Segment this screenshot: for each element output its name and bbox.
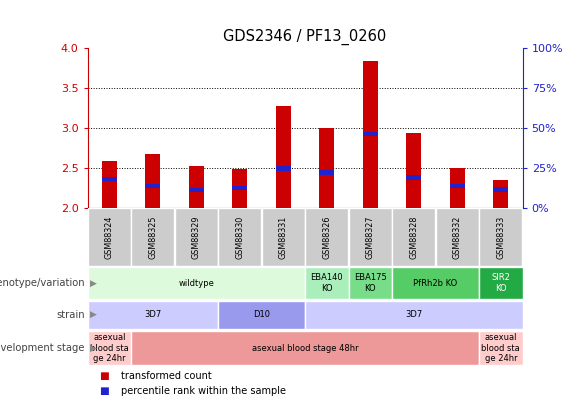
Bar [363, 132, 378, 136]
Text: GSM88326: GSM88326 [323, 215, 331, 259]
Text: ▶: ▶ [90, 310, 97, 320]
Bar [392, 208, 436, 266]
Bar [305, 208, 349, 266]
Text: GSM88329: GSM88329 [192, 215, 201, 259]
Text: transformed count: transformed count [121, 371, 212, 381]
Bar [436, 208, 479, 266]
Bar [145, 154, 160, 208]
Bar [319, 171, 334, 175]
Bar [88, 301, 218, 329]
Bar [305, 301, 523, 329]
Bar [363, 61, 378, 208]
Bar [131, 208, 175, 266]
Bar [349, 267, 392, 299]
Bar [131, 331, 479, 365]
Text: GSM88332: GSM88332 [453, 215, 462, 259]
Bar [450, 184, 465, 188]
Bar [319, 128, 334, 208]
Text: asexual
blood sta
ge 24hr: asexual blood sta ge 24hr [481, 333, 520, 363]
Text: asexual blood stage 48hr: asexual blood stage 48hr [252, 344, 358, 353]
Text: D10: D10 [253, 310, 270, 320]
Bar [493, 187, 508, 192]
Text: ■: ■ [99, 371, 108, 381]
Bar [232, 168, 247, 208]
Text: GSM88328: GSM88328 [410, 215, 418, 259]
Bar [349, 208, 392, 266]
Bar [145, 184, 160, 188]
Text: EBA175
KO: EBA175 KO [354, 273, 386, 293]
Bar [479, 331, 523, 365]
Bar [406, 132, 421, 208]
Text: strain: strain [56, 310, 85, 320]
Text: GSM88333: GSM88333 [497, 215, 505, 259]
Bar [479, 208, 523, 266]
Text: SIR2
KO: SIR2 KO [492, 273, 510, 293]
Text: 3D7: 3D7 [405, 310, 423, 320]
Bar [479, 267, 523, 299]
Text: EBA140
KO: EBA140 KO [311, 273, 343, 293]
Text: GSM88324: GSM88324 [105, 215, 114, 259]
Text: development stage: development stage [0, 343, 85, 353]
Text: ▶: ▶ [90, 344, 97, 353]
Bar [276, 106, 291, 208]
Text: wildtype: wildtype [179, 279, 214, 288]
Text: ▶: ▶ [90, 279, 97, 288]
Text: 3D7: 3D7 [144, 310, 162, 320]
Bar [88, 208, 131, 266]
Text: GSM88330: GSM88330 [236, 215, 244, 259]
Bar [88, 267, 305, 299]
Text: percentile rank within the sample: percentile rank within the sample [121, 386, 286, 396]
Bar [450, 168, 465, 208]
Text: PfRh2b KO: PfRh2b KO [414, 279, 458, 288]
Bar [175, 208, 218, 266]
Bar [392, 267, 479, 299]
Bar [305, 267, 349, 299]
Bar [493, 180, 508, 208]
Text: GSM88327: GSM88327 [366, 215, 375, 259]
Bar [88, 331, 131, 365]
Bar [102, 177, 117, 181]
Bar [189, 166, 204, 208]
Text: genotype/variation: genotype/variation [0, 278, 85, 288]
Bar [232, 185, 247, 190]
Text: asexual
blood sta
ge 24hr: asexual blood sta ge 24hr [90, 333, 129, 363]
Bar [218, 301, 305, 329]
Title: GDS2346 / PF13_0260: GDS2346 / PF13_0260 [224, 29, 386, 45]
Bar [276, 166, 291, 171]
Text: GSM88325: GSM88325 [149, 215, 157, 259]
Bar [102, 161, 117, 208]
Text: ■: ■ [99, 386, 108, 396]
Text: GSM88331: GSM88331 [279, 215, 288, 259]
Bar [189, 188, 204, 192]
Bar [218, 208, 262, 266]
Bar [262, 208, 305, 266]
Bar [406, 175, 421, 179]
